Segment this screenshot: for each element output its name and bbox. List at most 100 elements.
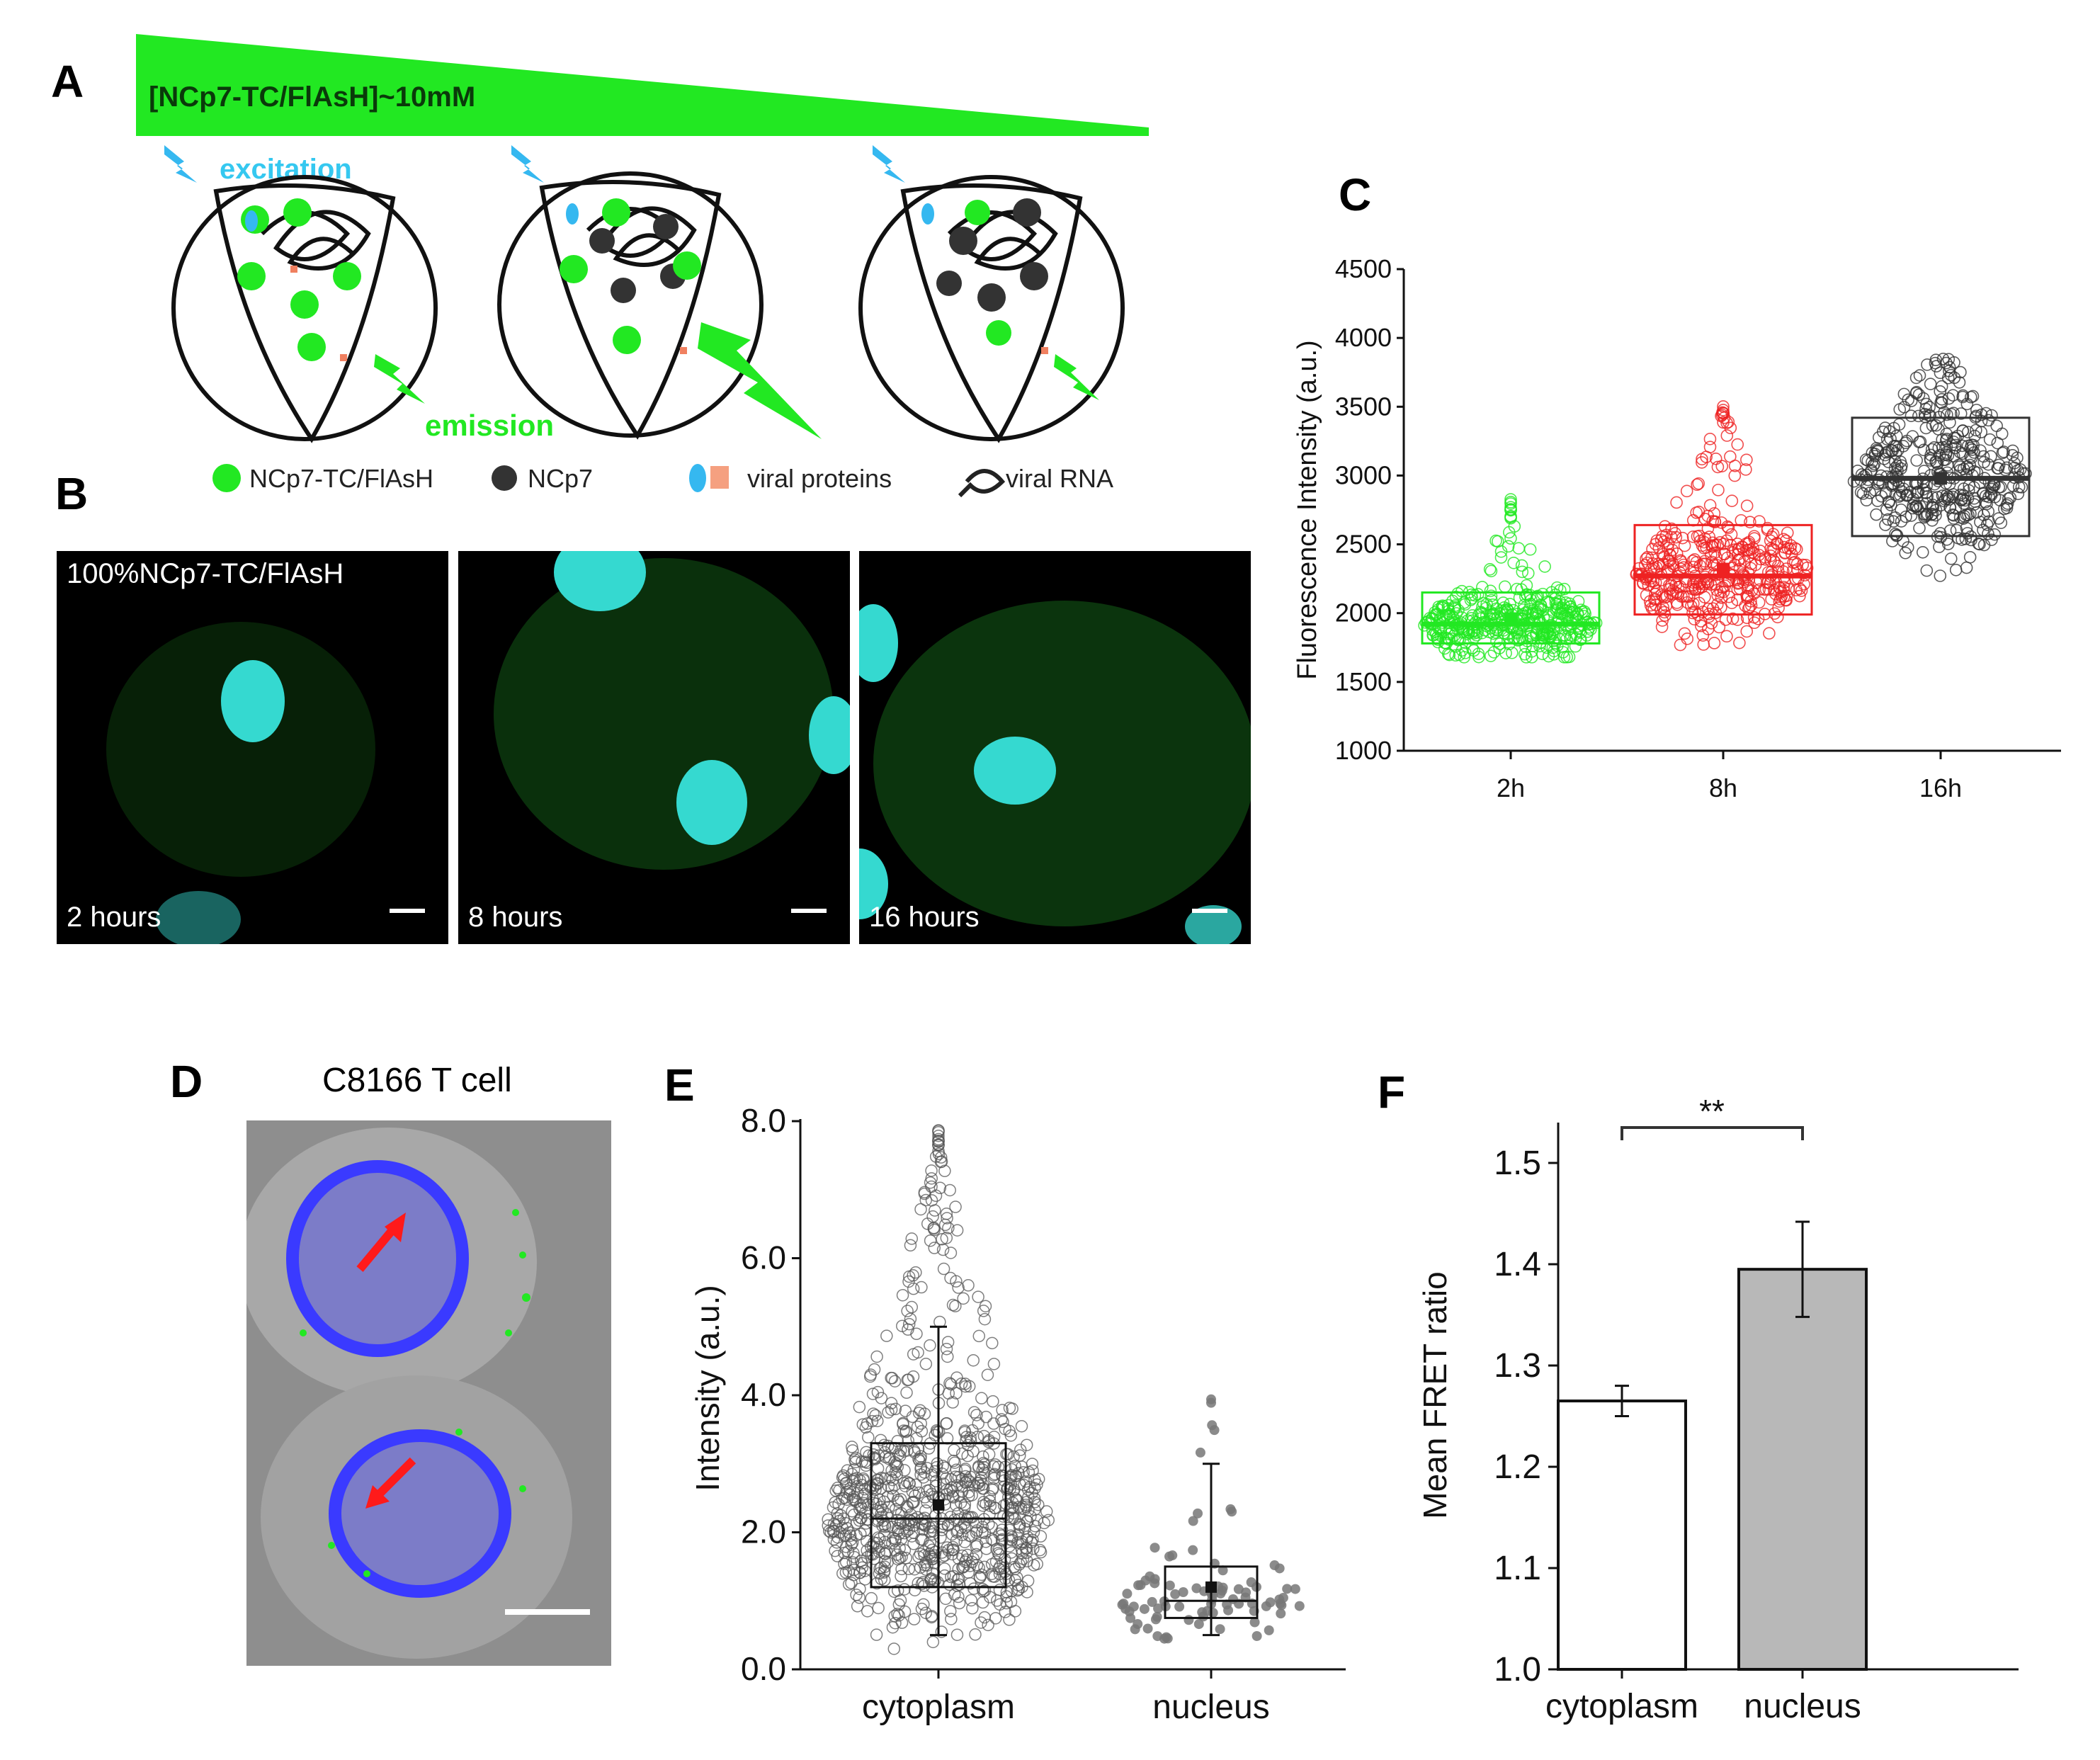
c-data-point — [1571, 608, 1584, 621]
c-data-point — [1938, 494, 1951, 508]
e-data-point — [949, 1300, 962, 1312]
c-data-point — [1560, 651, 1574, 664]
c-y-tick-label: 3500 — [1335, 392, 1392, 421]
c-data-point — [1975, 414, 1988, 428]
e-data-point — [872, 1504, 885, 1518]
e-y-tick-label: 6.0 — [741, 1239, 786, 1276]
e-data-point — [846, 1505, 858, 1518]
e-data-point — [824, 1526, 837, 1539]
c-data-point — [1546, 641, 1560, 654]
e-data-point — [1218, 1582, 1228, 1593]
c-data-point — [1696, 539, 1709, 552]
c-y-tick-label: 4000 — [1335, 323, 1392, 352]
e-box — [870, 1442, 1007, 1589]
time-label-16h: 16 hours — [869, 902, 980, 933]
e-data-point — [955, 1521, 967, 1534]
e-data-point — [851, 1487, 864, 1499]
c-data-point — [1882, 513, 1895, 526]
c-data-point — [1504, 504, 1517, 517]
c-data-point — [1919, 509, 1932, 523]
c-data-point — [1446, 594, 1459, 608]
e-data-point — [865, 1414, 879, 1428]
c-data-point — [1748, 616, 1761, 630]
e-data-point — [936, 1521, 948, 1533]
c-data-point — [1947, 512, 1960, 525]
e-data-point — [1042, 1514, 1055, 1527]
c-data-point — [1790, 543, 1803, 556]
e-data-point — [846, 1556, 859, 1569]
c-data-point — [1681, 632, 1694, 645]
c-data-point — [1926, 419, 1939, 432]
c-data-point — [1736, 541, 1749, 554]
c-data-point — [1773, 595, 1786, 608]
e-data-point — [946, 1543, 959, 1557]
c-data-point — [1740, 453, 1753, 467]
c-data-point — [1646, 557, 1659, 570]
e-data-point — [853, 1400, 866, 1414]
e-data-point — [978, 1458, 991, 1471]
c-data-point — [1919, 402, 1932, 416]
c-y-tick-label: 4500 — [1335, 254, 1392, 283]
e-data-point — [871, 1462, 885, 1475]
legend-viral-protein-icon-b — [710, 466, 729, 489]
e-data-point — [1015, 1419, 1028, 1433]
c-data-point — [1968, 481, 1980, 494]
c-data-point — [1692, 477, 1705, 490]
e-data-point — [1184, 1615, 1194, 1625]
e-data-point — [872, 1601, 885, 1615]
c-data-point — [1453, 632, 1467, 646]
e-data-point — [947, 1491, 960, 1504]
e-data-point — [938, 1218, 952, 1232]
c-data-point — [1777, 584, 1790, 597]
e-data-point — [892, 1495, 905, 1509]
e-data-point — [1013, 1517, 1026, 1531]
e-data-point — [928, 1465, 941, 1478]
e-data-point — [1014, 1443, 1027, 1456]
e-data-point — [846, 1444, 859, 1457]
f-y-tick-label: 1.0 — [1494, 1651, 1541, 1688]
e-data-point — [940, 1207, 953, 1220]
c-data-point — [1764, 534, 1777, 547]
e-data-point — [867, 1448, 880, 1461]
c-data-point — [1860, 494, 1873, 507]
e-data-point — [944, 1247, 958, 1259]
c-data-point — [1793, 582, 1806, 596]
c-data-point — [1990, 419, 2003, 433]
c-data-point — [1753, 515, 1766, 528]
e-data-point — [1034, 1530, 1048, 1543]
c-data-point — [1982, 505, 1995, 518]
e-data-point — [973, 1571, 987, 1584]
e-data-point — [907, 1282, 920, 1295]
e-data-point — [892, 1448, 905, 1461]
c-data-point — [1946, 389, 1960, 402]
c-data-point — [1856, 487, 1870, 500]
e-data-point — [941, 1212, 953, 1225]
e-data-point — [889, 1465, 902, 1479]
e-data-point — [898, 1605, 912, 1618]
c-data-point — [1934, 530, 1948, 544]
e-data-point — [885, 1397, 898, 1409]
c-y-tick-label: 2500 — [1335, 530, 1392, 559]
e-data-point — [1153, 1603, 1164, 1614]
c-data-point — [1985, 450, 1997, 463]
e-data-point — [869, 1409, 882, 1422]
c-data-point — [1956, 424, 1970, 437]
c-data-point — [1574, 626, 1587, 639]
f-bar-cytoplasm — [1557, 1400, 1687, 1671]
e-data-point — [899, 1404, 912, 1417]
c-data-point — [1974, 516, 1987, 528]
significance-bracket — [1621, 1126, 1804, 1140]
e-data-point — [1003, 1470, 1016, 1483]
e-data-point — [910, 1327, 923, 1341]
panel-b-header: 100%NCp7-TC/FlAsH — [67, 558, 344, 589]
e-data-point — [950, 1499, 963, 1512]
c-data-point — [1556, 640, 1570, 653]
e-data-point — [942, 1387, 955, 1400]
e-data-point — [930, 1424, 943, 1437]
e-data-point — [853, 1582, 866, 1596]
e-data-point — [918, 1466, 931, 1479]
e-data-point — [900, 1386, 913, 1400]
e-y-axis-label: Intensity (a.u.) — [689, 1285, 726, 1491]
c-data-point — [1766, 543, 1779, 556]
e-data-point — [856, 1418, 870, 1431]
